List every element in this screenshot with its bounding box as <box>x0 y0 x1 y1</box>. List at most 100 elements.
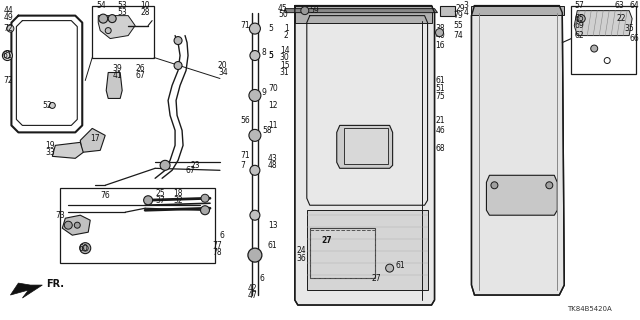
Polygon shape <box>295 6 435 305</box>
Text: 12: 12 <box>268 101 277 110</box>
Text: 5: 5 <box>268 51 273 60</box>
Circle shape <box>99 14 108 23</box>
Polygon shape <box>472 6 564 15</box>
Text: 39: 39 <box>112 64 122 73</box>
Circle shape <box>49 102 55 108</box>
Text: 19: 19 <box>45 141 55 150</box>
Circle shape <box>80 243 91 254</box>
Text: 41: 41 <box>112 71 122 80</box>
Text: 4: 4 <box>463 8 468 17</box>
Bar <box>310 228 374 278</box>
Polygon shape <box>52 142 83 158</box>
Text: 2: 2 <box>284 31 289 40</box>
Polygon shape <box>295 6 431 23</box>
Text: 5: 5 <box>268 24 273 33</box>
Text: 77: 77 <box>212 241 221 250</box>
Circle shape <box>108 15 116 23</box>
Text: 35: 35 <box>624 24 634 33</box>
Text: 8: 8 <box>262 48 267 57</box>
Text: 29: 29 <box>456 4 465 13</box>
Text: 59: 59 <box>310 6 319 15</box>
Text: 22: 22 <box>616 14 626 23</box>
Circle shape <box>64 221 72 229</box>
Polygon shape <box>80 128 105 152</box>
Text: 73: 73 <box>55 211 65 220</box>
Circle shape <box>591 45 598 52</box>
Polygon shape <box>307 210 428 290</box>
Text: 79: 79 <box>454 11 463 20</box>
Text: 21: 21 <box>436 116 445 125</box>
Circle shape <box>250 210 260 220</box>
Text: 11: 11 <box>268 121 277 130</box>
Text: 43: 43 <box>268 154 278 163</box>
Circle shape <box>491 182 498 189</box>
Text: 5: 5 <box>268 51 273 60</box>
Text: 27: 27 <box>322 236 332 245</box>
Text: 76: 76 <box>100 191 110 200</box>
Text: 49: 49 <box>3 13 13 22</box>
Text: 74: 74 <box>454 31 463 40</box>
Circle shape <box>301 7 308 15</box>
Bar <box>572 6 636 74</box>
Text: 33: 33 <box>45 148 55 157</box>
Text: 57: 57 <box>574 1 584 10</box>
Text: 75: 75 <box>436 92 445 101</box>
Circle shape <box>436 28 444 36</box>
Circle shape <box>249 90 261 101</box>
Text: 37: 37 <box>155 196 165 205</box>
Text: 16: 16 <box>436 41 445 50</box>
Bar <box>60 188 215 263</box>
Polygon shape <box>440 6 454 16</box>
Text: 54: 54 <box>96 1 106 10</box>
Text: 72: 72 <box>3 24 13 33</box>
Polygon shape <box>472 6 564 295</box>
Polygon shape <box>98 16 135 39</box>
Circle shape <box>250 51 260 60</box>
Text: 71: 71 <box>240 151 250 160</box>
Polygon shape <box>106 73 122 99</box>
Polygon shape <box>574 11 632 36</box>
Text: FR.: FR. <box>46 279 65 289</box>
Text: 68: 68 <box>436 144 445 153</box>
Text: 66: 66 <box>629 34 639 43</box>
Text: 1: 1 <box>284 24 289 33</box>
Text: 44: 44 <box>3 6 13 15</box>
Circle shape <box>160 160 170 170</box>
Text: 26: 26 <box>135 64 145 73</box>
Text: 3: 3 <box>463 1 468 10</box>
Text: 62: 62 <box>574 31 584 40</box>
Text: 58: 58 <box>262 126 271 135</box>
Text: 70: 70 <box>268 84 278 93</box>
Text: 32: 32 <box>173 196 182 205</box>
Text: 53: 53 <box>117 8 127 17</box>
Text: 64: 64 <box>629 1 639 10</box>
Text: 67: 67 <box>135 71 145 80</box>
Text: 45: 45 <box>278 4 287 13</box>
Text: 65: 65 <box>574 14 584 23</box>
Text: 38: 38 <box>436 24 445 33</box>
Text: 72: 72 <box>3 76 13 85</box>
Text: 56: 56 <box>240 116 250 125</box>
Polygon shape <box>62 215 90 235</box>
Text: 30: 30 <box>280 53 290 62</box>
Text: 53: 53 <box>117 1 127 10</box>
Circle shape <box>3 51 12 60</box>
Circle shape <box>201 194 209 202</box>
Circle shape <box>105 28 111 34</box>
Text: 67: 67 <box>185 166 195 175</box>
Text: 61: 61 <box>268 241 278 250</box>
Circle shape <box>250 23 260 34</box>
Circle shape <box>74 222 80 228</box>
Text: 60: 60 <box>78 244 88 253</box>
Text: 31: 31 <box>280 68 289 77</box>
Text: 34: 34 <box>218 68 228 77</box>
Polygon shape <box>10 283 42 298</box>
Text: 61: 61 <box>396 260 405 270</box>
Text: 46: 46 <box>436 126 445 135</box>
Text: 27: 27 <box>372 274 381 283</box>
Text: 61: 61 <box>436 76 445 85</box>
Circle shape <box>174 36 182 44</box>
Text: 63: 63 <box>614 1 624 10</box>
Polygon shape <box>486 175 557 215</box>
Circle shape <box>7 25 14 32</box>
